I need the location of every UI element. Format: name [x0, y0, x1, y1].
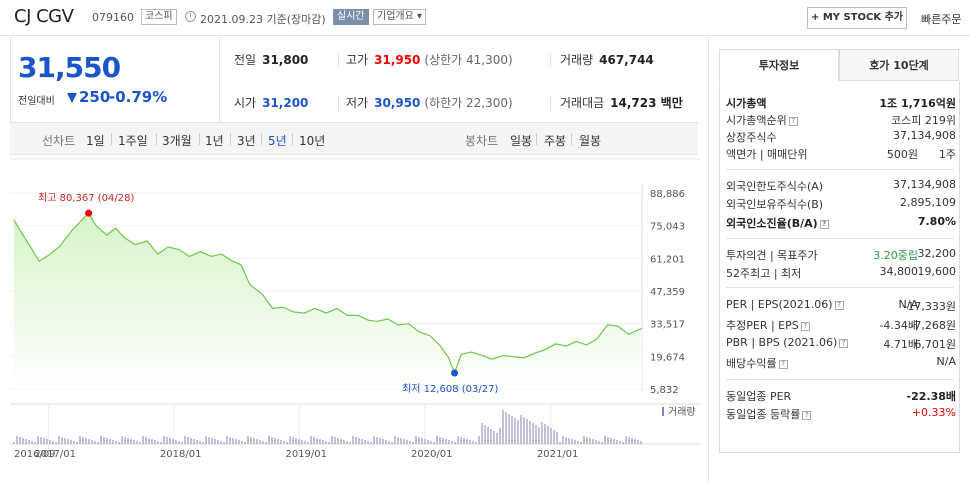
- row-face-value: 액면가 | 매매단위 500원 1주: [726, 148, 956, 161]
- candle-monthly[interactable]: 월봉: [579, 134, 602, 148]
- x-tick-label: 2020/01: [411, 449, 453, 460]
- row-opinion: 투자의견 | 목표주가 3.20중립 32,200: [726, 247, 956, 262]
- period-5y[interactable]: 5년: [268, 134, 287, 148]
- period-10y[interactable]: 10년: [299, 134, 326, 148]
- y-tick-label: 5,832: [650, 385, 679, 396]
- y-tick-label: 33,517: [650, 320, 685, 331]
- price-chart-svg: 88,886 75,043 61,201 47,359 33,517 19,674 5,83…: [10, 158, 700, 460]
- stat-volume: 거래량 467,744: [560, 53, 654, 67]
- tab-invest-info[interactable]: 투자정보: [719, 49, 839, 81]
- help-icon[interactable]: ?: [800, 322, 810, 331]
- row-est-per-eps: 추정PER | EPS? -4.34배 -7,268원: [726, 319, 956, 332]
- y-tick-label: 19,674: [650, 352, 685, 363]
- row-pbr-bps: PBR | BPS (2021.06)? 4.71배 6,701원: [726, 336, 956, 351]
- row-shares: 상장주식수 37,134,908: [726, 129, 956, 144]
- row-market-cap: 시가총액 1조 1,716억원: [726, 97, 956, 110]
- row-52week: 52주최고 | 최저 34,800 19,600: [726, 265, 956, 280]
- row-rank: 시가총액순위? 코스피 219위: [726, 114, 956, 127]
- invest-info-panel: 투자정보 호가 10단계 시가총액 1조 1,716억원 시가총액순위? 코스피…: [719, 49, 960, 453]
- y-tick-label: 47,359: [650, 287, 685, 298]
- stock-name[interactable]: CJ CGV: [14, 6, 74, 27]
- y-tick-label: 75,043: [650, 222, 685, 233]
- help-icon[interactable]: ?: [839, 339, 849, 348]
- high-annotation: 최고 80,367 (04/28): [38, 192, 134, 204]
- quick-order-link[interactable]: 빠른주문: [921, 13, 962, 26]
- candle-daily[interactable]: 일봉: [510, 134, 533, 148]
- change-value: 250: [79, 88, 111, 106]
- stock-header: CJ CGV 079160 코스피 2021.09.23 기준(장마감) 실시간…: [0, 0, 970, 36]
- add-mystock-button[interactable]: + MY STOCK 추가: [807, 7, 907, 29]
- period-3y[interactable]: 3년: [237, 134, 256, 148]
- row-industry-per: 동일업종 PER -22.38배: [726, 390, 956, 403]
- invest-info-table: 시가총액 1조 1,716억원 시가총액순위? 코스피 219위 상장주식수 3…: [719, 81, 960, 453]
- x-tick-label: 2018/01: [160, 449, 202, 460]
- help-icon[interactable]: ?: [788, 117, 798, 126]
- stat-prev: 전일 31,800: [234, 53, 309, 67]
- price-line: [13, 212, 643, 375]
- period-selector: 선차트 1일 1주일 3개월 1년 3년 5년 10년 봉차트 일봉 주봉 월봉: [10, 123, 698, 155]
- current-price: 31,550: [18, 51, 121, 84]
- row-foreign-limit: 외국인한도주식수(A) 37,134,908: [726, 178, 956, 193]
- change-percent: -0.79%: [109, 88, 168, 106]
- x-tick-label: 2017/01: [34, 449, 76, 460]
- x-tick-label: 2016/09: [14, 449, 56, 460]
- period-1y[interactable]: 1년: [205, 134, 224, 148]
- tab-orderbook-10[interactable]: 호가 10단계: [839, 49, 959, 81]
- row-foreign-hold: 외국인보유주식수(B) 2,895,109: [726, 196, 956, 211]
- price-chart[interactable]: 88,886 75,043 61,201 47,359 33,517 19,674 5,83…: [0, 155, 700, 483]
- volume-bars: [13, 410, 642, 444]
- company-overview-dropdown[interactable]: 기업개요 ▾: [373, 9, 426, 25]
- stat-high: 고가 31,950 (상한가 41,300): [346, 53, 513, 67]
- market-badge: 코스피: [141, 9, 177, 25]
- row-industry-rate: 동일업종 등락률? +0.33%: [726, 406, 956, 421]
- low-marker: [451, 369, 459, 377]
- candle-chart-label: 봉차트: [465, 134, 499, 148]
- help-icon[interactable]: ?: [834, 301, 844, 310]
- period-1w[interactable]: 1주일: [118, 134, 148, 148]
- help-icon[interactable]: ?: [819, 220, 829, 229]
- stat-low: 저가 30,950 (하한가 22,300): [346, 96, 513, 110]
- clock-icon: [185, 11, 196, 22]
- candle-weekly[interactable]: 주봉: [544, 134, 567, 148]
- period-1d[interactable]: 1일: [86, 134, 105, 148]
- right-panel-divider: [708, 37, 709, 483]
- volume-legend-label: 거래량: [668, 406, 696, 418]
- price-area: [14, 213, 642, 389]
- help-icon[interactable]: ?: [778, 360, 788, 369]
- help-icon[interactable]: ?: [802, 411, 812, 420]
- high-marker: [85, 209, 93, 217]
- down-triangle-icon: [67, 93, 77, 103]
- line-chart-label: 선차트: [42, 134, 76, 148]
- quote-date: 2021.09.23 기준(장마감): [200, 13, 326, 26]
- realtime-badge[interactable]: 실시간: [333, 9, 369, 25]
- change-label: 전일대비: [18, 96, 55, 107]
- low-annotation: 최저 12,608 (03/27): [402, 383, 498, 395]
- y-tick-label: 61,201: [650, 254, 685, 265]
- x-tick-label: 2019/01: [285, 449, 327, 460]
- y-tick-label: 88,886: [650, 189, 685, 200]
- stock-code: 079160: [92, 11, 134, 24]
- stat-amount: 거래대금 14,723 백만: [560, 96, 683, 110]
- volume-legend-swatch: [662, 407, 664, 416]
- row-dividend: 배당수익률? N/A: [726, 355, 956, 370]
- stat-open: 시가 31,200: [234, 96, 309, 110]
- row-per-eps: PER | EPS(2021.06)? N/A -17,333원: [726, 298, 956, 313]
- period-3m[interactable]: 3개월: [162, 134, 192, 148]
- row-foreign-ratio: 외국인소진율(B/A)? 7.80%: [726, 215, 956, 230]
- price-stats: 전일 31,800 고가 31,950 (상한가 41,300) 거래량 467,744…: [220, 37, 698, 123]
- x-tick-label: 2021/01: [537, 449, 579, 460]
- price-panel: 31,550 전일대비 250 -0.79%: [10, 37, 220, 123]
